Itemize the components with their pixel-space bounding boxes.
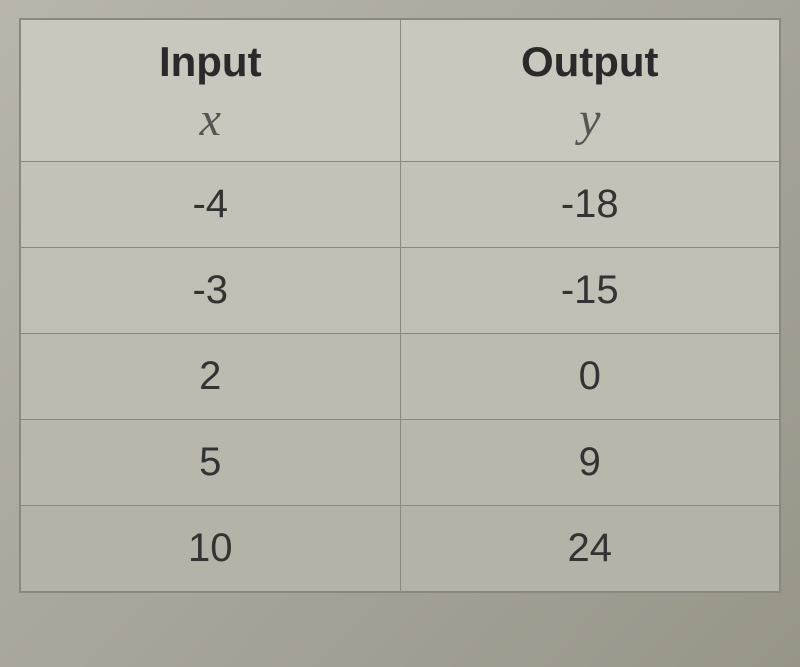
cell-y: 9 [400,420,780,506]
cell-y: 0 [400,334,780,420]
cell-x: 2 [21,334,401,420]
cell-x: -3 [21,248,401,334]
header-output-label: Output [411,38,770,86]
cell-y: -15 [400,248,780,334]
io-table: Input x Output y -4 -18 -3 -15 2 0 [20,19,780,592]
header-row: Input x Output y [21,20,780,162]
header-output: Output y [400,20,780,162]
header-input: Input x [21,20,401,162]
table-row: 10 24 [21,506,780,592]
cell-x: 10 [21,506,401,592]
cell-x: 5 [21,420,401,506]
header-input-label: Input [31,38,390,86]
io-table-container: Input x Output y -4 -18 -3 -15 2 0 [19,18,781,593]
cell-x: -4 [21,162,401,248]
cell-y: -18 [400,162,780,248]
table-row: 5 9 [21,420,780,506]
table-row: -4 -18 [21,162,780,248]
header-output-var: y [411,92,770,147]
table-row: 2 0 [21,334,780,420]
table-body: -4 -18 -3 -15 2 0 5 9 10 24 [21,162,780,592]
table-row: -3 -15 [21,248,780,334]
header-input-var: x [31,92,390,147]
cell-y: 24 [400,506,780,592]
table-header: Input x Output y [21,20,780,162]
